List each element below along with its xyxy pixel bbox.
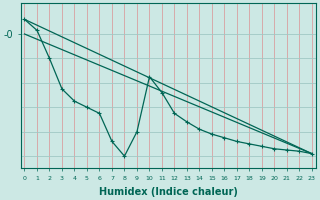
X-axis label: Humidex (Indice chaleur): Humidex (Indice chaleur) (99, 187, 238, 197)
